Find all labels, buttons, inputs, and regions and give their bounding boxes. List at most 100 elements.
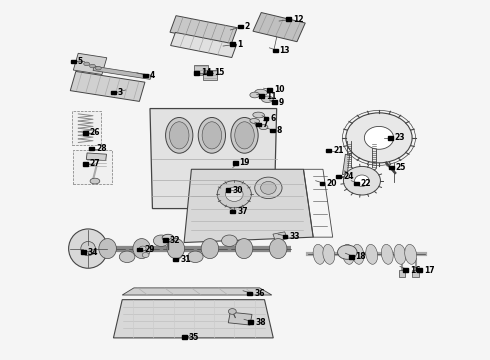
Ellipse shape (167, 239, 185, 258)
Ellipse shape (201, 239, 219, 258)
Ellipse shape (221, 235, 237, 247)
Ellipse shape (405, 244, 416, 264)
Text: 31: 31 (180, 255, 191, 264)
Ellipse shape (262, 96, 273, 103)
Polygon shape (170, 16, 237, 44)
Text: 30: 30 (232, 185, 243, 194)
Text: 6: 6 (270, 114, 275, 123)
Polygon shape (111, 91, 116, 94)
Ellipse shape (250, 118, 260, 123)
Ellipse shape (343, 244, 354, 264)
Text: 13: 13 (280, 46, 290, 55)
Polygon shape (163, 238, 168, 242)
Polygon shape (114, 300, 273, 338)
Text: 29: 29 (144, 245, 155, 254)
Polygon shape (259, 94, 264, 98)
Bar (74, 150, 113, 184)
Polygon shape (319, 182, 324, 185)
Polygon shape (194, 65, 208, 75)
Text: 3: 3 (118, 88, 123, 97)
Ellipse shape (139, 246, 146, 251)
Ellipse shape (355, 175, 369, 186)
Polygon shape (171, 32, 237, 58)
Ellipse shape (188, 251, 203, 262)
Ellipse shape (162, 234, 174, 242)
Text: 25: 25 (395, 163, 406, 172)
Polygon shape (70, 71, 145, 102)
Polygon shape (184, 169, 313, 243)
Polygon shape (225, 188, 230, 192)
Ellipse shape (352, 244, 364, 264)
Ellipse shape (84, 62, 90, 66)
Ellipse shape (133, 239, 150, 258)
Ellipse shape (255, 89, 268, 96)
Text: 5: 5 (78, 57, 83, 66)
Text: 16: 16 (410, 266, 421, 275)
Polygon shape (247, 292, 252, 296)
Polygon shape (89, 147, 94, 150)
Polygon shape (143, 74, 147, 77)
Text: 37: 37 (237, 207, 248, 216)
Text: 38: 38 (255, 318, 266, 327)
Polygon shape (83, 162, 88, 166)
Ellipse shape (90, 64, 96, 68)
Text: 23: 23 (394, 133, 405, 142)
Polygon shape (343, 154, 350, 175)
Polygon shape (256, 123, 261, 126)
Text: 20: 20 (326, 179, 337, 188)
Ellipse shape (142, 252, 149, 257)
Polygon shape (326, 149, 331, 153)
Polygon shape (74, 53, 107, 75)
Polygon shape (417, 268, 422, 272)
Ellipse shape (119, 251, 135, 262)
Ellipse shape (381, 244, 393, 264)
Text: 9: 9 (279, 98, 284, 107)
Polygon shape (194, 71, 199, 75)
Polygon shape (388, 136, 392, 140)
Text: 1: 1 (237, 40, 243, 49)
Polygon shape (81, 250, 86, 254)
Polygon shape (273, 232, 287, 241)
Ellipse shape (99, 239, 116, 258)
Text: 28: 28 (96, 144, 106, 153)
Polygon shape (228, 312, 252, 325)
Polygon shape (283, 235, 288, 238)
Text: 4: 4 (149, 71, 155, 80)
Polygon shape (287, 18, 291, 21)
Ellipse shape (338, 245, 357, 259)
Ellipse shape (166, 117, 193, 153)
Polygon shape (71, 60, 76, 63)
Polygon shape (354, 182, 359, 185)
Polygon shape (270, 129, 275, 132)
Text: 12: 12 (293, 15, 304, 24)
Text: 7: 7 (263, 120, 268, 129)
Polygon shape (93, 66, 151, 80)
Polygon shape (349, 255, 354, 258)
Ellipse shape (235, 122, 254, 149)
Text: 32: 32 (170, 235, 180, 244)
Text: 24: 24 (343, 172, 353, 181)
Polygon shape (268, 88, 272, 92)
Ellipse shape (366, 244, 378, 264)
Polygon shape (83, 131, 88, 135)
Text: 18: 18 (356, 252, 366, 261)
Ellipse shape (323, 244, 335, 264)
Ellipse shape (261, 181, 276, 194)
Polygon shape (403, 268, 408, 272)
Ellipse shape (96, 66, 101, 70)
Text: 14: 14 (201, 68, 211, 77)
Bar (72, 111, 101, 145)
Ellipse shape (217, 181, 251, 208)
Ellipse shape (365, 126, 393, 149)
Text: 35: 35 (189, 333, 199, 342)
Ellipse shape (253, 112, 265, 118)
Polygon shape (230, 210, 235, 213)
Ellipse shape (202, 122, 221, 149)
Polygon shape (230, 42, 235, 46)
Text: 26: 26 (90, 129, 100, 138)
Text: 11: 11 (266, 91, 276, 100)
Text: 19: 19 (240, 158, 250, 167)
Polygon shape (399, 270, 405, 277)
Ellipse shape (225, 187, 243, 202)
Ellipse shape (228, 309, 236, 314)
